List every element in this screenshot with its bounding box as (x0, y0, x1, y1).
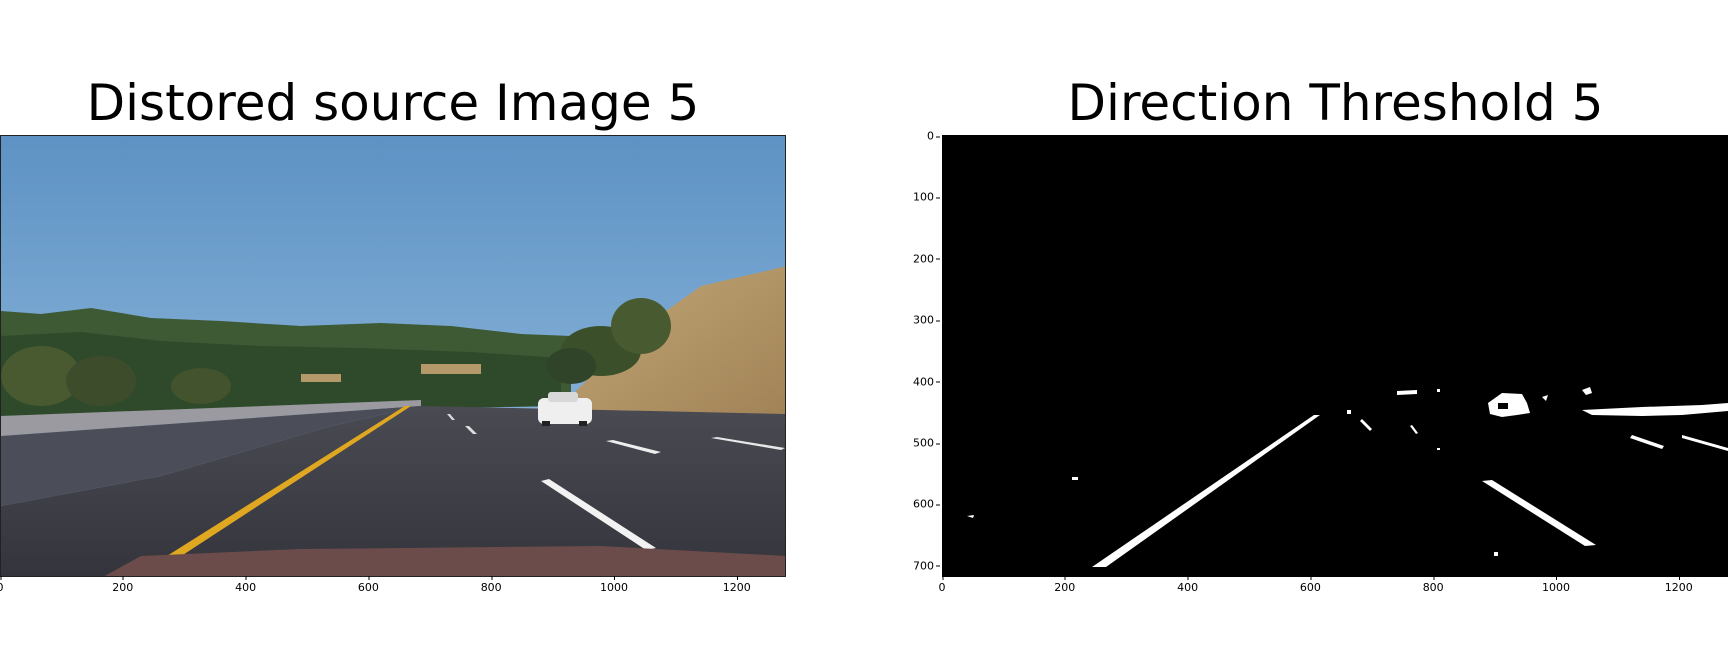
y-tick-label: 400 (913, 375, 940, 389)
x-tick-label: 600 (357, 576, 379, 594)
left-x-axis: 0 200 400 600 800 1000 1200 (0, 576, 786, 597)
y-tick-label: 300 (913, 313, 940, 327)
x-tick-label: 200 (112, 576, 134, 594)
x-tick-label: 400 (1177, 576, 1199, 594)
x-tick-label: 1200 (1664, 576, 1693, 594)
x-tick-label: 1000 (600, 576, 628, 594)
x-tick-label: 200 (1054, 576, 1076, 594)
source-road-photo (0, 135, 786, 577)
right-image-title: Direction Threshold 5 (1067, 74, 1604, 132)
y-tick-label: 500 (913, 436, 940, 450)
y-tick-label: 0 (927, 129, 940, 143)
direction-threshold-image (942, 135, 1728, 577)
x-tick-label: 0 (0, 576, 4, 594)
x-tick-label: 1200 (722, 576, 751, 594)
y-tick-label: 100 (913, 190, 940, 204)
right-y-axis: 0 100 200 300 400 500 600 700 (900, 130, 942, 585)
x-tick-label: 400 (235, 576, 257, 594)
x-tick-label: 800 (480, 576, 502, 594)
y-tick-label: 600 (913, 497, 940, 511)
x-tick-label: 1000 (1542, 576, 1570, 594)
right-x-axis: 0 200 400 600 800 1000 1200 (938, 576, 1728, 597)
x-tick-label: 600 (1299, 576, 1321, 594)
x-tick-label: 0 (938, 576, 946, 594)
x-tick-label: 800 (1422, 576, 1444, 594)
y-tick-label: 200 (913, 252, 940, 266)
y-tick-label: 700 (913, 559, 940, 573)
left-image-title: Distored source Image 5 (86, 74, 700, 132)
